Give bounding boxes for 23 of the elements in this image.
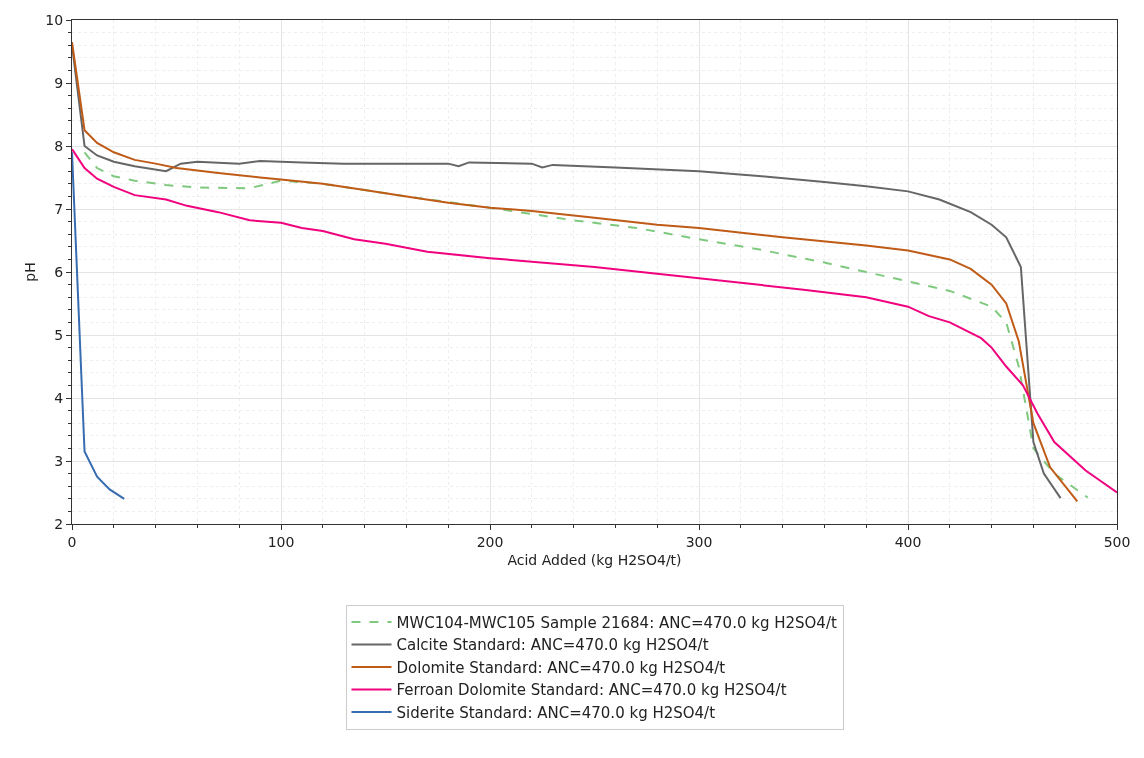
y-tick-label: 3 [54, 452, 64, 469]
legend-label: Calcite Standard: ANC=470.0 kg H2SO4/t [396, 636, 709, 655]
x-tick-label: 400 [894, 533, 922, 550]
y-tick-label: 8 [54, 137, 64, 154]
x-tick-label: 0 [67, 533, 77, 550]
y-tick-label: 4 [54, 389, 64, 406]
legend-label: MWC104-MWC105 Sample 21684: ANC=470.0 kg H2SO4/t [396, 613, 837, 632]
y-tick-label: 2 [54, 515, 64, 532]
x-tick-label: 500 [1103, 533, 1131, 550]
legend-label: Siderite Standard: ANC=470.0 kg H2SO4/t [396, 703, 716, 722]
y-tick-label: 5 [54, 326, 64, 343]
legend-label: Ferroan Dolomite Standard: ANC=470.0 kg H2SO4/t [396, 681, 787, 700]
y-axis-title: pH [21, 262, 38, 282]
y-tick-label: 6 [54, 263, 64, 280]
legend-label: Dolomite Standard: ANC=470.0 kg H2SO4/t [396, 658, 726, 677]
x-tick-label: 300 [685, 533, 713, 550]
y-tick-label: 9 [54, 74, 64, 91]
x-tick-label: 100 [267, 533, 295, 550]
x-axis-title: Acid Added (kg H2SO4/t) [507, 552, 682, 569]
line-series [72, 151, 126, 500]
x-tick-label: 200 [476, 533, 504, 550]
y-tick-label: 7 [54, 200, 64, 217]
y-tick-label: 10 [45, 11, 64, 28]
